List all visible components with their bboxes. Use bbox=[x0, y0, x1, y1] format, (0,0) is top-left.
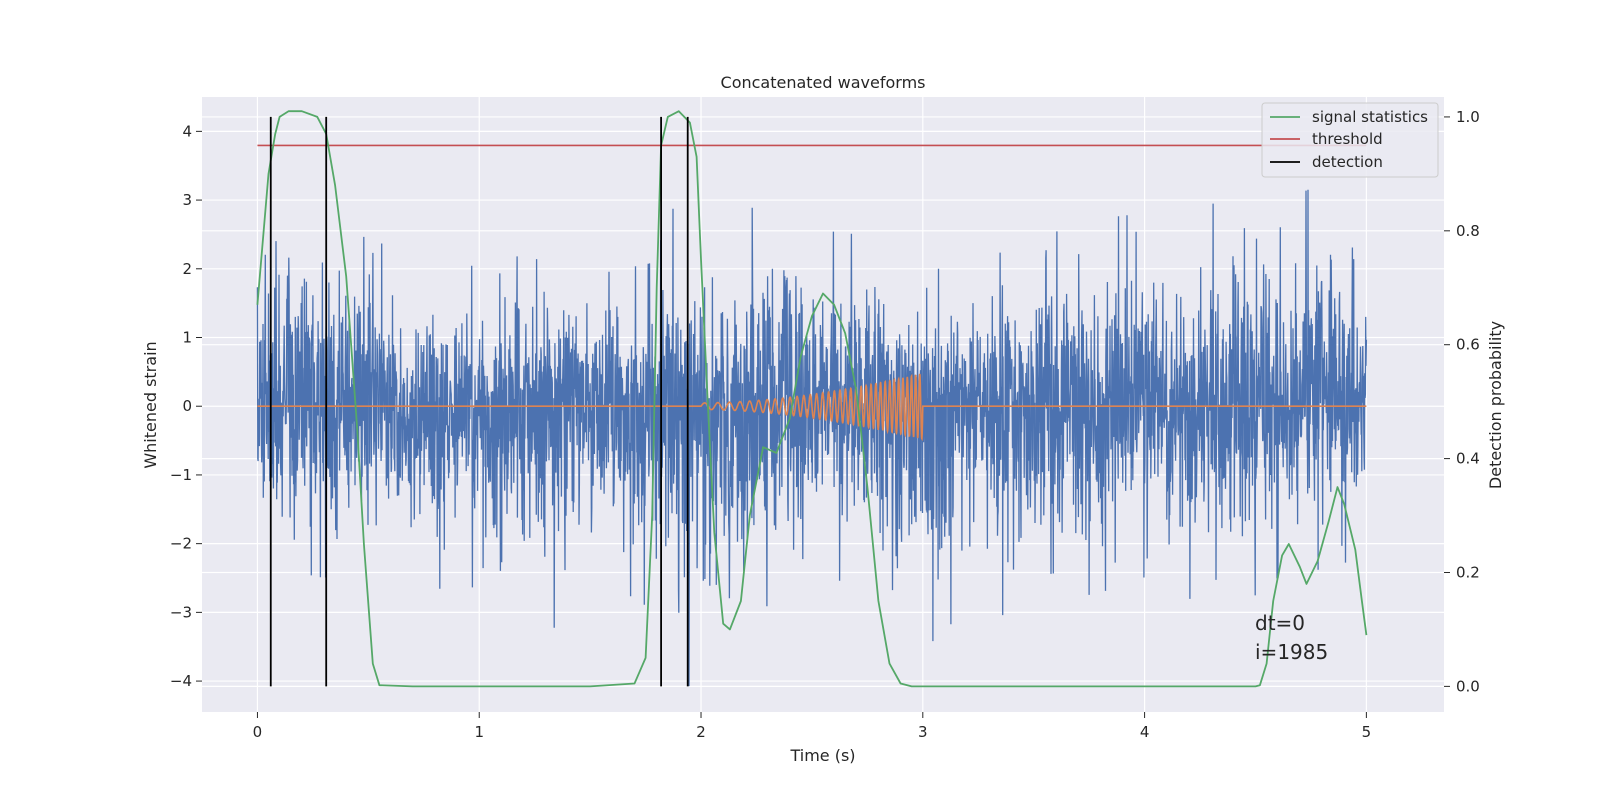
x-tick-label: 1 bbox=[474, 723, 484, 741]
y-tick-label: 4 bbox=[182, 122, 192, 140]
y2-tick-label: 0.6 bbox=[1456, 336, 1480, 354]
bottom-axis-ticks: 0 1 2 3 4 5 bbox=[253, 712, 1371, 741]
injected-waveform-series bbox=[257, 373, 1367, 442]
y2-axis-label: Detection probability bbox=[1486, 321, 1505, 489]
y2-tick-label: 1.0 bbox=[1456, 108, 1480, 126]
y2-tick-label: 0.4 bbox=[1456, 450, 1480, 468]
y2-tick-label: 0.0 bbox=[1456, 677, 1480, 695]
legend: signal statistics threshold detection bbox=[1261, 102, 1439, 178]
y-tick-label: −3 bbox=[170, 603, 192, 621]
x-tick-label: 5 bbox=[1362, 723, 1372, 741]
y-tick-label: −2 bbox=[170, 535, 192, 553]
y-tick-label: 3 bbox=[182, 191, 192, 209]
noise-series bbox=[256, 189, 1368, 687]
y-axis-label: Whitened strain bbox=[141, 341, 160, 468]
x-tick-label: 4 bbox=[1140, 723, 1150, 741]
left-axis-ticks: −4 −3 −2 −1 0 1 2 3 4 bbox=[170, 122, 202, 690]
x-tick-label: 3 bbox=[918, 723, 928, 741]
x-tick-label: 2 bbox=[696, 723, 706, 741]
y-tick-label: 0 bbox=[182, 397, 192, 415]
legend-label-signal-statistics: signal statistics bbox=[1312, 108, 1428, 126]
right-axis-ticks: 0.0 0.2 0.4 0.6 0.8 1.0 bbox=[1444, 108, 1480, 695]
annotation-dt: dt=0 bbox=[1255, 611, 1305, 635]
annotation-i: i=1985 bbox=[1255, 640, 1328, 664]
legend-label-detection: detection bbox=[1312, 153, 1383, 171]
x-tick-label: 0 bbox=[253, 723, 263, 741]
x-axis-label: Time (s) bbox=[789, 746, 855, 765]
y-tick-label: −4 bbox=[170, 672, 192, 690]
y-tick-label: 2 bbox=[182, 260, 192, 278]
chart-title: Concatenated waveforms bbox=[721, 73, 926, 92]
y-tick-label: −1 bbox=[170, 466, 192, 484]
plot-series bbox=[256, 110, 1368, 688]
legend-label-threshold: threshold bbox=[1312, 130, 1383, 148]
legend-box bbox=[1261, 102, 1439, 178]
y2-tick-label: 0.2 bbox=[1456, 563, 1480, 581]
signal-statistics-series bbox=[256, 110, 1368, 688]
y-tick-label: 1 bbox=[182, 329, 192, 347]
y2-tick-label: 0.8 bbox=[1456, 222, 1480, 240]
